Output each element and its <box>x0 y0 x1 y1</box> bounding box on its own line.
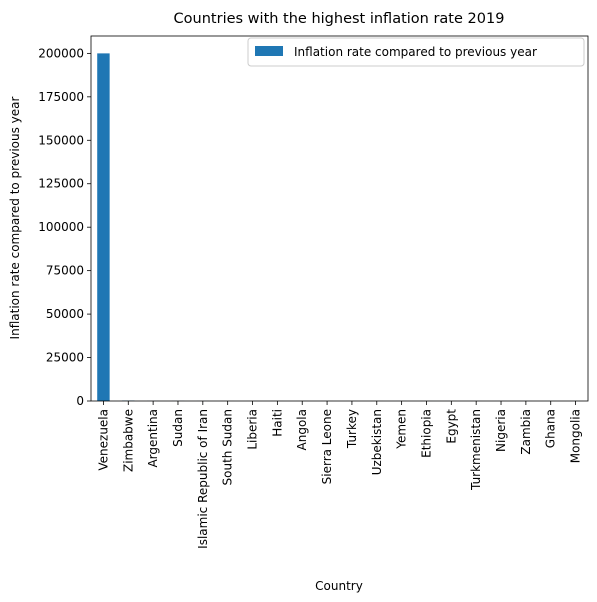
x-tick-label: Liberia <box>246 409 260 450</box>
x-tick-label: Argentina <box>146 409 160 468</box>
x-tick-label: Islamic Republic of Iran <box>196 409 210 549</box>
y-tick-label: 100000 <box>38 220 84 234</box>
x-tick-label: Mongolia <box>569 409 583 463</box>
x-tick-label: Zimbabwe <box>121 409 135 472</box>
x-tick-label: Ethiopia <box>419 409 433 458</box>
x-tick-label: Yemen <box>395 409 409 450</box>
legend-label: Inflation rate compared to previous year <box>294 45 537 59</box>
x-tick-label: Venezuela <box>96 409 110 471</box>
y-axis-title: Inflation rate compared to previous year <box>8 96 22 339</box>
x-tick-label: Zambia <box>519 409 533 455</box>
x-tick-label: Sierra Leone <box>320 409 334 484</box>
x-tick-label: Turkmenistan <box>469 409 483 491</box>
y-tick-label: 200000 <box>38 46 84 60</box>
x-tick-label: Turkey <box>345 409 359 449</box>
plot-area <box>91 36 588 401</box>
y-tick-label: 25000 <box>46 351 84 365</box>
y-tick-label: 175000 <box>38 90 84 104</box>
chart-title: Countries with the highest inflation rat… <box>174 11 505 27</box>
x-tick-label: Uzbekistan <box>370 409 384 475</box>
y-tick-label: 50000 <box>46 307 84 321</box>
x-tick-label: Nigeria <box>494 409 508 452</box>
x-tick-label: Egypt <box>444 409 458 444</box>
x-tick-label: Sudan <box>171 409 185 447</box>
x-tick-label: Haiti <box>270 409 284 437</box>
plot-frame <box>90 35 589 402</box>
x-axis: Venezuela Zimbabwe Argentina Sudan Islamic R… <box>96 401 583 549</box>
x-axis-title: Country <box>315 579 363 593</box>
y-tick-label: 75000 <box>46 264 84 278</box>
legend-box <box>247 37 585 67</box>
legend: Inflation rate compared to previous year <box>247 37 585 67</box>
y-tick-label: 150000 <box>38 133 84 147</box>
legend-swatch <box>255 46 283 56</box>
bar-venezuela <box>97 53 110 401</box>
y-axis: 0 25000 50000 75000 100000 125000 150000 175000… <box>38 46 91 408</box>
x-tick-label: Angola <box>295 409 309 450</box>
y-tick-label: 0 <box>76 394 84 408</box>
x-tick-label: Ghana <box>544 409 558 448</box>
x-tick-label: South Sudan <box>221 409 235 486</box>
y-tick-label: 125000 <box>38 177 84 191</box>
